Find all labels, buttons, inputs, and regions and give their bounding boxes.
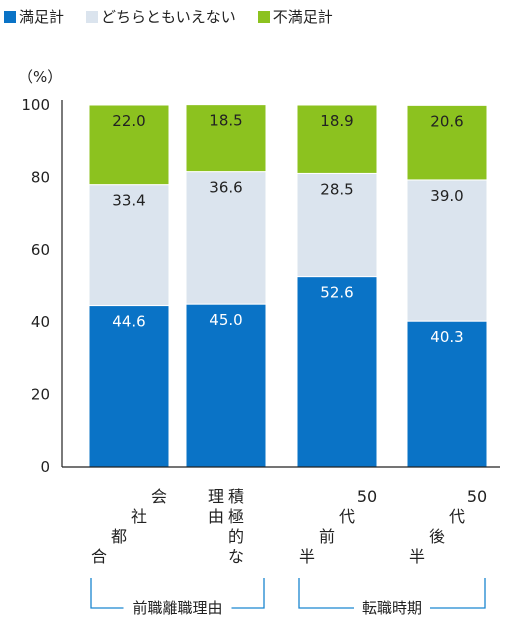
data-label: 33.4 bbox=[112, 192, 145, 210]
legend-label-neutral: どちらともいえない bbox=[101, 8, 236, 26]
data-label: 22.0 bbox=[112, 112, 145, 130]
bar-segment bbox=[185, 171, 267, 305]
group-bracket-right bbox=[430, 578, 486, 609]
legend-label-satisfied: 満足計 bbox=[19, 8, 65, 26]
bar-segment bbox=[185, 303, 267, 468]
y-tick-label: 80 bbox=[31, 168, 50, 186]
legend-swatch-satisfied bbox=[4, 10, 16, 23]
bar-segment bbox=[185, 104, 267, 173]
group-bracket-right bbox=[231, 578, 265, 609]
data-label: 28.5 bbox=[320, 180, 353, 198]
category-label: 50 bbox=[467, 487, 487, 506]
data-label: 18.9 bbox=[320, 112, 353, 130]
y-tick-label: 60 bbox=[31, 241, 50, 259]
data-label: 52.6 bbox=[320, 284, 353, 302]
legend-item-neutral: どちらともいえない bbox=[86, 6, 236, 27]
bar-segment bbox=[406, 320, 488, 468]
legend-swatch-neutral bbox=[86, 10, 99, 23]
category-label: 代 bbox=[449, 507, 465, 526]
group-bracket-left bbox=[298, 578, 354, 609]
legend: 満足計 どちらともいえない 不満足計 bbox=[4, 6, 355, 27]
bar-segment bbox=[296, 172, 378, 278]
category-label: 代 bbox=[339, 507, 355, 526]
bar-segment bbox=[296, 104, 378, 174]
data-label: 39.0 bbox=[430, 187, 463, 205]
category-label: な bbox=[228, 547, 244, 566]
data-label: 45.0 bbox=[209, 311, 242, 329]
category-label: 前 bbox=[319, 527, 335, 546]
bar-segment bbox=[406, 179, 488, 322]
bar-segment bbox=[88, 104, 170, 186]
group-bracket-left bbox=[90, 578, 124, 609]
group-label: 前職離職理由 bbox=[132, 599, 222, 617]
bar-segment bbox=[88, 184, 170, 307]
y-tick-label: 100 bbox=[21, 96, 50, 114]
category-label: 都 bbox=[111, 527, 127, 546]
bar-segment bbox=[296, 276, 378, 468]
category-label: 理 bbox=[208, 487, 224, 506]
legend-item-satisfied: 満足計 bbox=[4, 6, 64, 27]
category-label: 的 bbox=[228, 527, 244, 546]
category-label: 極 bbox=[228, 507, 244, 526]
category-label: 由 bbox=[208, 507, 224, 526]
legend-item-dissatisfied: 不満足計 bbox=[257, 6, 333, 27]
legend-label-dissatisfied: 不満足計 bbox=[272, 8, 333, 26]
y-tick-label: 0 bbox=[40, 458, 50, 476]
y-tick-label: 40 bbox=[31, 313, 50, 331]
category-label: 半 bbox=[409, 547, 425, 566]
group-label: 転職時期 bbox=[362, 599, 422, 617]
data-label: 36.6 bbox=[209, 179, 242, 197]
data-label: 44.6 bbox=[112, 313, 145, 331]
legend-swatch-dissatisfied bbox=[257, 10, 270, 23]
category-label: 後 bbox=[429, 527, 445, 546]
category-label: 積 bbox=[228, 487, 244, 506]
category-label: 社 bbox=[131, 507, 147, 526]
category-label: 合 bbox=[91, 547, 107, 566]
category-label: 半 bbox=[299, 547, 315, 566]
data-label: 18.5 bbox=[209, 112, 242, 130]
category-label: 50 bbox=[357, 487, 377, 506]
y-tick-label: 20 bbox=[31, 386, 50, 404]
data-label: 40.3 bbox=[430, 328, 463, 346]
data-label: 20.6 bbox=[430, 112, 463, 130]
bar-segment bbox=[406, 104, 488, 181]
category-label: 会 bbox=[151, 487, 167, 506]
y-axis-unit-label: （%） bbox=[18, 68, 62, 86]
